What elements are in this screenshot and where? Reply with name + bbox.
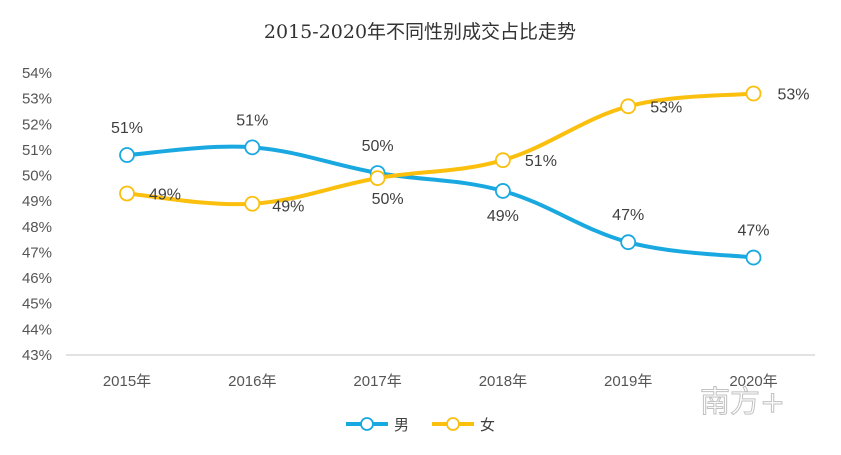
y-tick-label: 53%: [22, 91, 52, 108]
data-point: [244, 139, 261, 156]
data-label: 50%: [372, 191, 404, 208]
y-tick-label: 46%: [22, 270, 52, 287]
data-label: 51%: [111, 120, 143, 137]
legend-label: 男: [394, 416, 409, 434]
y-axis: 43% 44% 45% 46% 47% 48% 49% 50% 51% 52% 53% 54%: [22, 65, 52, 364]
x-axis: 2015年 2016年 2017年 2018年 2019年 2020年: [103, 373, 778, 390]
y-tick-label: 45%: [22, 296, 52, 313]
series-line-female: [125, 91, 756, 207]
data-point: [119, 185, 135, 202]
data-point: [119, 147, 135, 163]
y-tick-label: 48%: [22, 219, 52, 236]
y-tick-label: 50%: [22, 168, 52, 185]
data-label: 50%: [362, 138, 394, 155]
data-label: 51%: [525, 153, 557, 170]
legend-item: 女: [432, 416, 495, 434]
legend-item: 男: [346, 416, 409, 434]
data-point: [745, 85, 762, 102]
data-point: [244, 195, 261, 212]
data-point: [494, 152, 511, 169]
data-labels: 51% 51% 50% 49% 47% 47% 49% 49% 50% 51% 53% 53%: [111, 87, 810, 240]
data-point: [494, 183, 511, 199]
legend: 男女: [346, 416, 495, 434]
y-tick-label: 49%: [22, 193, 52, 210]
y-tick-label: 43%: [22, 347, 52, 364]
legend-marker: [446, 417, 460, 431]
series-lines: [125, 91, 756, 260]
chart-title: 2015-2020年不同性别成交占比走势: [264, 21, 576, 43]
y-tick-label: 47%: [22, 244, 52, 261]
data-label: 49%: [487, 208, 519, 225]
data-point: [620, 234, 637, 251]
y-tick-label: 54%: [22, 65, 52, 82]
x-tick-label: 2020年: [729, 373, 777, 390]
y-tick-label: 44%: [22, 321, 52, 338]
legend-label: 女: [480, 416, 495, 434]
data-label: 53%: [778, 87, 810, 104]
x-tick-label: 2016年: [228, 373, 276, 390]
data-label: 51%: [236, 112, 268, 129]
series-line-male: [125, 144, 756, 260]
data-label: 49%: [149, 186, 181, 203]
data-label: 47%: [612, 207, 644, 224]
series-points: [119, 85, 762, 266]
data-point: [745, 249, 762, 266]
legend-marker: [360, 417, 374, 431]
data-point: [620, 98, 637, 115]
y-tick-label: 51%: [22, 142, 52, 159]
x-tick-label: 2015年: [103, 373, 151, 390]
data-label: 49%: [272, 199, 304, 216]
x-tick-label: 2018年: [479, 373, 527, 390]
data-label: 53%: [650, 99, 682, 116]
data-label: 47%: [737, 223, 769, 240]
watermark-logo: 南方+: [700, 385, 785, 420]
x-tick-label: 2019年: [604, 373, 652, 390]
x-tick-label: 2017年: [353, 373, 401, 390]
y-tick-label: 52%: [22, 116, 52, 133]
data-point: [369, 170, 386, 187]
